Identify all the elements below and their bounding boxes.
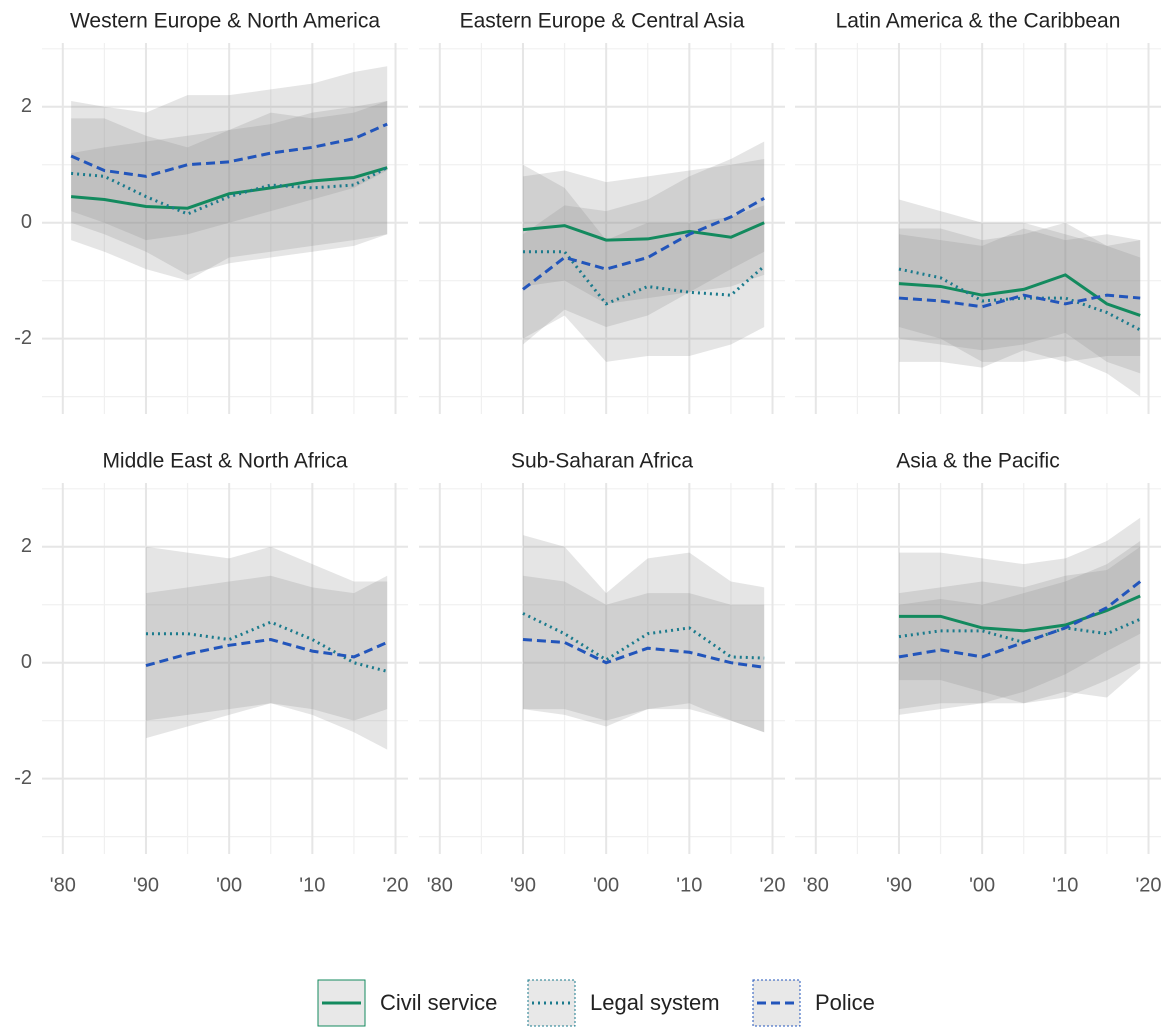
series-line	[898, 594, 1141, 633]
x-tick-label: '00	[969, 874, 995, 896]
x-tick-label: '00	[216, 874, 242, 896]
y-tick-label: 0	[21, 211, 32, 233]
y-tick-label: -2	[14, 327, 32, 349]
uncertainty-band	[522, 164, 765, 362]
series-line	[70, 166, 388, 216]
series-line	[522, 197, 765, 291]
series-line	[898, 293, 1141, 309]
legend-item: Civil service	[317, 979, 497, 1027]
x-tick-label: '90	[133, 874, 159, 896]
uncertainty-band	[898, 546, 1141, 704]
uncertainty-band	[522, 535, 765, 733]
x-tick-label: '80	[427, 874, 453, 896]
x-tick-label: '10	[676, 874, 702, 896]
panel-title: Western Europe & North America	[70, 10, 380, 33]
legend-label: Civil service	[380, 990, 497, 1015]
x-tick-label: '20	[759, 874, 785, 896]
series-line	[898, 267, 1141, 332]
legend-item: Police	[752, 979, 875, 1027]
series-line	[70, 122, 388, 178]
uncertainty-band	[522, 158, 765, 304]
x-tick-label: '10	[1052, 874, 1078, 896]
panel-title: Latin America & the Caribbean	[836, 10, 1121, 33]
x-tick-label: '10	[299, 874, 325, 896]
uncertainty-band	[522, 575, 765, 733]
panel-title: Sub-Saharan Africa	[511, 450, 693, 473]
x-tick-label: '80	[50, 874, 76, 896]
series-line	[898, 580, 1142, 659]
uncertainty-band	[898, 517, 1141, 715]
series-line	[522, 638, 765, 669]
series-line	[70, 166, 388, 210]
uncertainty-band	[522, 141, 765, 345]
y-tick-label: -2	[14, 767, 32, 789]
legend-label: Legal system	[590, 990, 720, 1015]
panel-title: Eastern Europe & Central Asia	[460, 10, 745, 33]
uncertainty-band	[145, 575, 388, 721]
series-line	[898, 273, 1141, 317]
y-tick-label: 0	[21, 651, 32, 673]
x-tick-label: '20	[1135, 874, 1161, 896]
legend-label: Police	[815, 990, 875, 1015]
x-tick-label: '90	[510, 874, 536, 896]
legend-item: Legal system	[527, 979, 720, 1027]
y-tick-label: 2	[21, 95, 32, 117]
x-tick-label: '20	[382, 874, 408, 896]
series-line	[522, 221, 765, 242]
series-line	[522, 612, 765, 662]
uncertainty-band	[71, 66, 388, 241]
series-line	[145, 637, 388, 668]
uncertainty-band	[71, 100, 388, 281]
x-tick-label: '90	[886, 874, 912, 896]
uncertainty-band	[145, 546, 388, 750]
panel-title: Asia & the Pacific	[896, 450, 1059, 473]
panel-title: Middle East & North Africa	[102, 450, 347, 473]
uncertainty-band	[898, 540, 1141, 710]
x-tick-label: '80	[803, 874, 829, 896]
x-tick-label: '00	[593, 874, 619, 896]
uncertainty-band	[71, 100, 388, 275]
y-tick-label: 2	[21, 535, 32, 557]
